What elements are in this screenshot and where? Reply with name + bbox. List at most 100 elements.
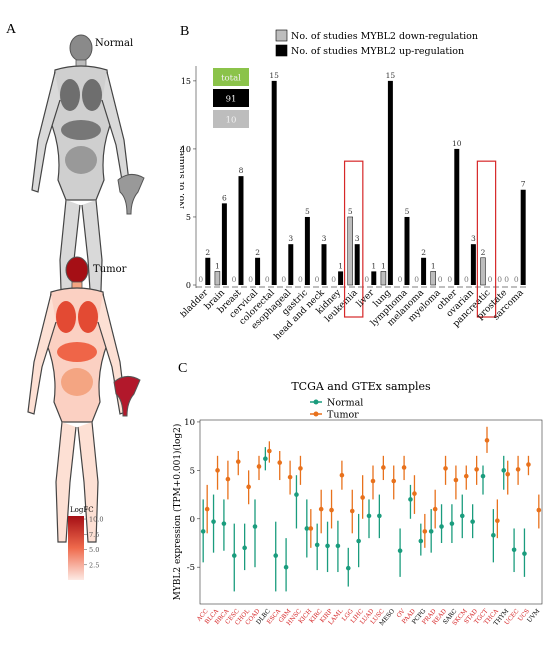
bar-up-leukemia bbox=[354, 244, 360, 285]
normal-point-ACC bbox=[200, 529, 206, 534]
normal-point-COAD bbox=[252, 524, 258, 529]
tumor-point-PRAD bbox=[432, 506, 438, 512]
tumor-point-GBM bbox=[287, 474, 293, 480]
normal-point-GBM bbox=[283, 564, 289, 570]
normal-point-LGG bbox=[345, 565, 351, 571]
bar-down-value-label: 0 bbox=[232, 275, 237, 284]
y-tick-label: 15 bbox=[181, 77, 191, 86]
bar-up-value-label: 2 bbox=[255, 248, 260, 257]
bar-up-breast bbox=[238, 176, 244, 285]
bar-down-value-label: 0 bbox=[497, 275, 502, 284]
logfc-tick-label: 7.5 bbox=[89, 531, 99, 539]
panel-c-label: C bbox=[178, 361, 188, 376]
bar-up-value-label: 3 bbox=[355, 234, 360, 243]
normal-point-SKCM bbox=[459, 513, 465, 519]
normal-point-THYM bbox=[501, 468, 507, 473]
tumor-point-LUSC bbox=[381, 465, 386, 470]
tumor-point-THYM bbox=[505, 471, 511, 477]
tumor-point-COAD bbox=[256, 464, 262, 469]
y-axis-label: MYBL2 expression (TPM+0.001)(log2) bbox=[172, 424, 183, 601]
bar-down-value-label: 0 bbox=[315, 275, 320, 284]
normal-point-THCA bbox=[491, 532, 496, 538]
bar-up-value-label: 5 bbox=[305, 207, 310, 216]
panel-a-label: A bbox=[6, 22, 17, 37]
category-label-liver: liver bbox=[355, 288, 377, 310]
bar-down-value-label: 0 bbox=[414, 275, 419, 284]
bar-up-esophageal bbox=[288, 244, 294, 285]
normal-point-PRAD bbox=[428, 529, 434, 534]
highlight-box-leukemia bbox=[343, 160, 364, 318]
bar-up-colorectal bbox=[271, 80, 277, 285]
normal-point-DLBC bbox=[263, 456, 268, 462]
bar-up-value-label: 2 bbox=[205, 248, 210, 257]
tumor-point-LIHC bbox=[360, 495, 365, 500]
bar-chart-studies: No. of studies MYBL2 down-regulation No. … bbox=[180, 29, 528, 342]
summary-box-10 bbox=[213, 110, 249, 128]
normal-point-CESC bbox=[231, 553, 237, 558]
bar-up-value-label: 1 bbox=[371, 261, 376, 270]
normal-point-READ bbox=[439, 524, 444, 529]
tumor-point-SKCM bbox=[463, 473, 469, 479]
normal-point-KIRP bbox=[325, 543, 330, 549]
bar-up-value-label: 8 bbox=[239, 166, 244, 175]
tumor-point-UVM bbox=[536, 507, 542, 513]
bar-up-head-and-neck bbox=[321, 244, 327, 285]
summary-box-label: 10 bbox=[226, 116, 237, 126]
normal-point-KICH bbox=[304, 526, 310, 531]
plot-frame bbox=[199, 419, 543, 605]
tumor-point-STAD bbox=[474, 467, 479, 472]
bar-up-brain bbox=[221, 203, 227, 285]
bar-up-value-label: 1 bbox=[338, 261, 343, 270]
normal-point-HNSC bbox=[294, 492, 299, 497]
bar-up-value-label: 6 bbox=[222, 193, 227, 202]
bar-up-value-label: 7 bbox=[521, 180, 526, 189]
normal-point-LIHC bbox=[356, 538, 361, 544]
tumor-point-MESO bbox=[391, 478, 397, 484]
tumor-body-figure bbox=[27, 256, 141, 543]
tumor-point-OV bbox=[401, 465, 407, 470]
normal-point-PCPG bbox=[418, 538, 424, 544]
bar-down-value-label: 0 bbox=[447, 275, 452, 284]
tumor-point-ACC bbox=[204, 506, 210, 512]
tumor-point-UCS bbox=[526, 462, 531, 467]
normal-point-KIRC bbox=[314, 542, 320, 548]
tumor-point-ESCA bbox=[277, 460, 283, 465]
tumor-point-CHOL bbox=[246, 484, 251, 490]
bar-up-value-label: 3 bbox=[322, 234, 327, 243]
tumor-point-KIRP bbox=[329, 507, 334, 513]
normal-point-PAAD bbox=[408, 497, 413, 502]
logfc-tick-label: 2.5 bbox=[89, 561, 99, 569]
bar-up-liver bbox=[371, 271, 377, 285]
bar-down-lung bbox=[380, 271, 387, 286]
tumor-point-LUAD bbox=[370, 478, 376, 484]
logfc-colorbar bbox=[68, 516, 84, 580]
bar-up-value-label: 0 bbox=[504, 275, 509, 284]
bar-up-value-label: 2 bbox=[421, 248, 426, 257]
y-tick-label: 10 bbox=[181, 145, 191, 154]
bar-down-value-label: 0 bbox=[298, 275, 303, 284]
tumor-point-THCA bbox=[495, 518, 500, 524]
bar-down-value-label: 0 bbox=[464, 275, 469, 284]
bar-down-value-label: 0 bbox=[514, 275, 519, 284]
bar-down-value-label: 1 bbox=[381, 261, 386, 270]
y-tick-label: 5 bbox=[190, 466, 195, 476]
normal-point-ESCA bbox=[273, 553, 279, 558]
legend-label-normal: Normal bbox=[327, 398, 363, 409]
y-axis-label: No. of studies bbox=[180, 146, 187, 209]
normal-label: Normal bbox=[95, 38, 133, 49]
tumor-point-LGG bbox=[349, 508, 355, 514]
tumor-point-CESC bbox=[235, 459, 241, 464]
summary-box-91 bbox=[213, 89, 249, 107]
summary-box-label: 91 bbox=[226, 95, 237, 105]
bar-down-value-label: 0 bbox=[364, 275, 369, 284]
tumor-point-DLBC bbox=[267, 448, 272, 454]
y-tick-label: 0 bbox=[186, 281, 191, 290]
bar-up-kidney bbox=[338, 271, 344, 285]
bar-down-value-label: 5 bbox=[348, 207, 353, 216]
normal-body-figure bbox=[31, 34, 145, 321]
body-map-panel: Normal Tumor LogFC 10.0 7.5 5.0 2.5 bbox=[27, 34, 145, 580]
bar-up-value-label: 0 bbox=[438, 275, 443, 284]
bar-down-value-label: 2 bbox=[481, 248, 486, 257]
bar-chart-legend: No. of studies MYBL2 down-regulation No. … bbox=[275, 29, 478, 57]
bar-up-value-label: 0 bbox=[488, 275, 493, 284]
